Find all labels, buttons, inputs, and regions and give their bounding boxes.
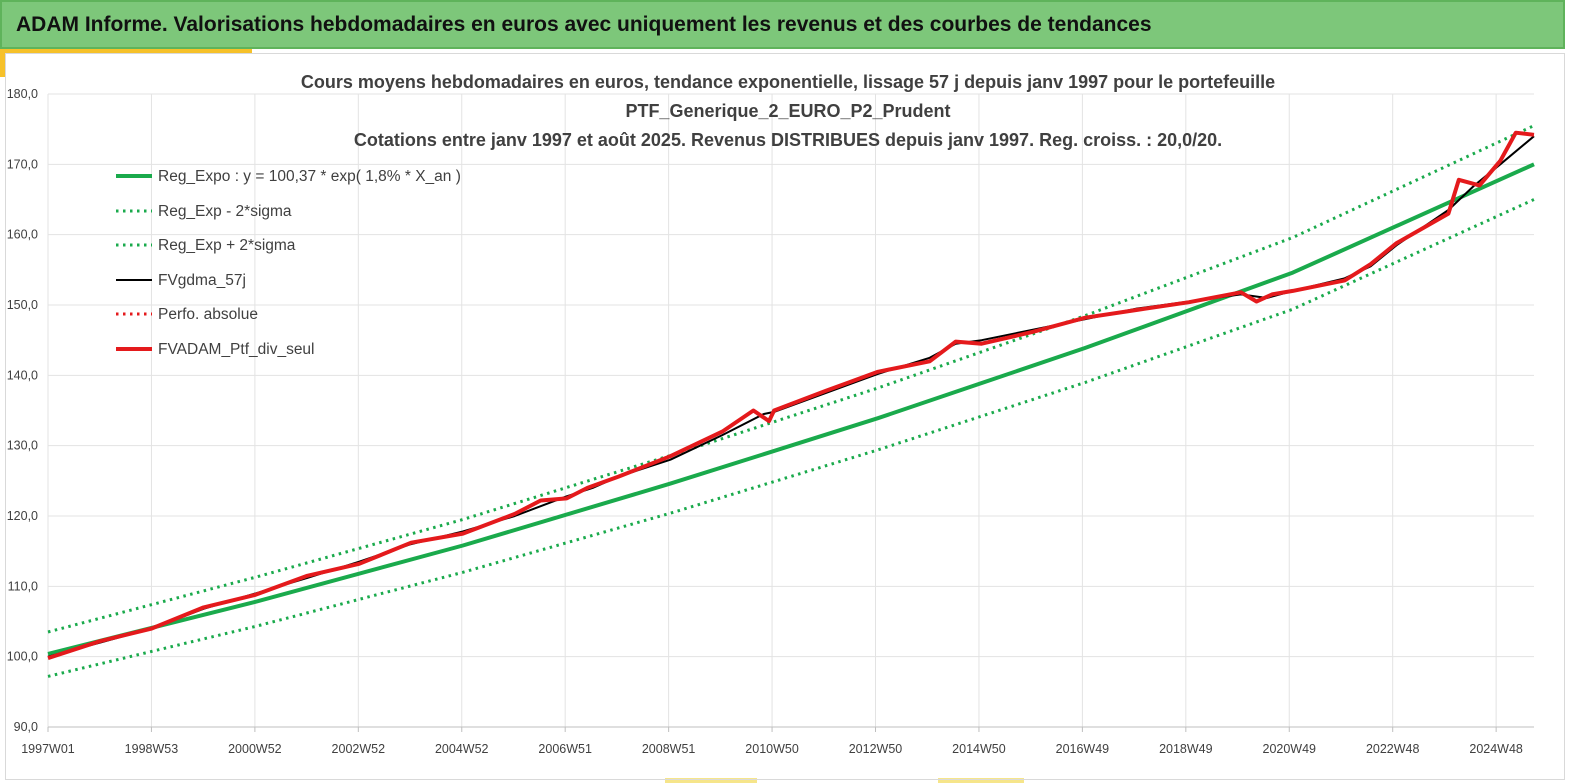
series-line-0 bbox=[47, 162, 1535, 656]
legend-label-0: Reg_Expo : y = 100,37 * exp( 1,8% * X_an… bbox=[158, 168, 461, 185]
x-tick-label: 1997W01 bbox=[21, 742, 75, 756]
legend: Reg_Expo : y = 100,37 * exp( 1,8% * X_an… bbox=[116, 168, 461, 358]
chart-title: Cours moyens hebdomadaires en euros, ten… bbox=[301, 72, 1275, 150]
y-tick-label: 100,0 bbox=[7, 650, 38, 664]
legend-label-3: FVgdma_57j bbox=[158, 272, 246, 289]
grid-lines bbox=[47, 93, 1534, 728]
y-tick-label: 180,0 bbox=[7, 87, 38, 101]
legend-label-2: Reg_Exp + 2*sigma bbox=[158, 237, 296, 254]
x-tick-label: 2008W51 bbox=[642, 742, 696, 756]
y-tick-label: 90,0 bbox=[14, 720, 38, 734]
chart-title-line-3: Cotations entre janv 1997 et août 2025. … bbox=[354, 130, 1222, 150]
x-tick-label: 2014W50 bbox=[952, 742, 1006, 756]
y-tick-label: 120,0 bbox=[7, 509, 38, 523]
accent-bar-bottom-2 bbox=[938, 778, 1024, 783]
series-line-2 bbox=[47, 124, 1535, 634]
y-tick-label: 110,0 bbox=[8, 579, 38, 593]
y-tick-label: 140,0 bbox=[7, 368, 38, 382]
x-tick-label: 2018W49 bbox=[1159, 742, 1213, 756]
accent-bar-left bbox=[0, 49, 5, 77]
chart-title-line-1: Cours moyens hebdomadaires en euros, ten… bbox=[301, 72, 1275, 92]
x-tick-label: 2010W50 bbox=[745, 742, 799, 756]
y-tick-label: 160,0 bbox=[7, 228, 38, 242]
chart-frame bbox=[5, 53, 1565, 780]
title-banner: ADAM Informe. Valorisations hebdomadaire… bbox=[0, 0, 1565, 49]
x-tick-label: 2022W48 bbox=[1366, 742, 1420, 756]
x-tick-label: 2004W52 bbox=[435, 742, 489, 756]
x-tick-label: 1998W53 bbox=[125, 742, 179, 756]
x-tick-label: 2012W50 bbox=[849, 742, 903, 756]
x-tick-label: 2024W48 bbox=[1469, 742, 1523, 756]
x-tick-label: 2016W49 bbox=[1056, 742, 1110, 756]
series-line-1 bbox=[47, 198, 1535, 678]
y-tick-label: 130,0 bbox=[7, 439, 38, 453]
chart-title-line-2: PTF_Generique_2_EURO_P2_Prudent bbox=[625, 101, 950, 121]
y-tick-label: 150,0 bbox=[7, 298, 38, 312]
accent-bar-bottom-1 bbox=[665, 778, 757, 783]
banner-title: ADAM Informe. Valorisations hebdomadaire… bbox=[16, 13, 1152, 36]
axes: 90,0 100,0 110,0 120,0 130,0 140,0 150,0 160,0 1… bbox=[7, 87, 1534, 756]
series-line-5 bbox=[47, 130, 1535, 661]
x-tick-label: 2000W52 bbox=[228, 742, 282, 756]
legend-label-5: FVADAM_Ptf_div_seul bbox=[158, 341, 315, 358]
x-tick-label: 2020W49 bbox=[1263, 742, 1317, 756]
x-tick-label: 2002W52 bbox=[332, 742, 386, 756]
y-tick-label: 170,0 bbox=[7, 157, 38, 171]
legend-label-1: Reg_Exp - 2*sigma bbox=[158, 203, 292, 220]
x-tick-label: 2006W51 bbox=[538, 742, 592, 756]
legend-label-4: Perfo. absolue bbox=[158, 306, 258, 323]
accent-bar-top bbox=[0, 49, 252, 53]
series-lines bbox=[47, 124, 1535, 678]
